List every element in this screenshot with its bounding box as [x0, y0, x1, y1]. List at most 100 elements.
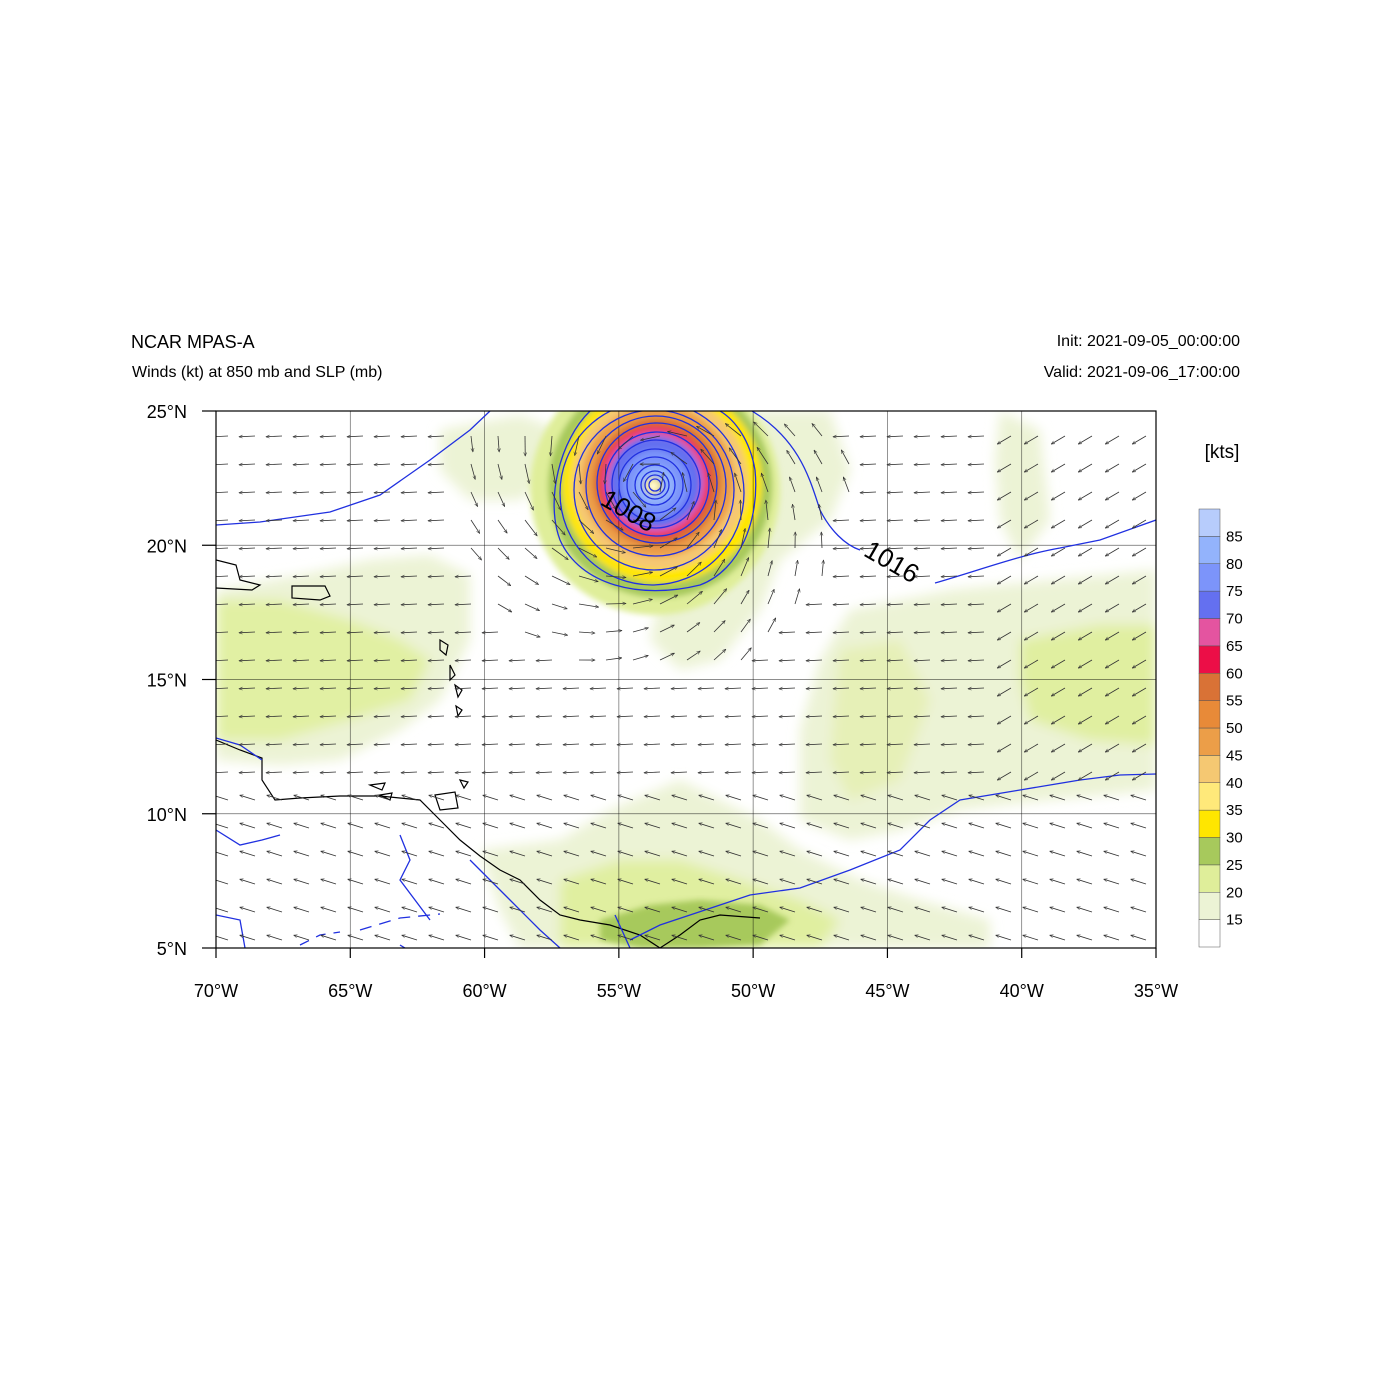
wind-vector	[686, 623, 700, 633]
wind-vector	[510, 823, 526, 829]
wind-vector	[429, 907, 445, 913]
wind-vector	[455, 660, 472, 661]
wind-vector	[887, 436, 904, 437]
wind-vector	[997, 463, 1012, 473]
wind-vector	[754, 422, 769, 437]
wind-vector	[483, 795, 499, 801]
wind-vector	[537, 795, 553, 801]
wind-vector	[266, 632, 283, 633]
wind-vector	[761, 473, 769, 493]
wind-vector	[1050, 795, 1066, 801]
wind-vector	[1078, 715, 1093, 725]
colorbar-swatch	[1198, 590, 1221, 619]
lat-tick-label: 20°N	[147, 536, 187, 556]
wind-vector	[216, 603, 229, 606]
wind-vector	[348, 879, 364, 885]
colorbar-swatch	[1198, 645, 1221, 674]
wind-vector	[1132, 519, 1147, 529]
wind-vector	[590, 772, 607, 773]
wind-vector	[402, 879, 418, 885]
wind-vector	[1132, 463, 1147, 473]
wind-vector	[860, 576, 877, 577]
wind-vector	[483, 823, 499, 829]
wind-vector	[1078, 687, 1093, 697]
wind-vector	[699, 879, 715, 885]
wind-vector	[887, 520, 904, 521]
wind-vector	[1078, 463, 1093, 473]
wind-vector	[498, 435, 499, 452]
wind-vector	[968, 436, 985, 437]
wind-vector	[834, 795, 850, 801]
plot-left-title: NCAR MPAS-A	[131, 332, 255, 352]
wind-vector	[590, 744, 607, 745]
wind-vector	[239, 604, 256, 605]
wind-vector	[806, 744, 823, 745]
wind-vector	[644, 716, 661, 717]
wind-vector	[375, 795, 391, 801]
wind-vector	[374, 604, 391, 605]
wind-vector	[887, 604, 904, 605]
wind-vector	[347, 492, 364, 493]
wind-vector	[1023, 879, 1039, 885]
wind-vector	[401, 520, 418, 521]
wind-vector	[1051, 715, 1066, 725]
wind-vector	[617, 772, 634, 773]
lon-tick-label: 35°W	[1134, 981, 1178, 1001]
wind-vector	[564, 907, 580, 913]
wind-vector	[1024, 575, 1039, 585]
wind-vector	[997, 659, 1012, 669]
wind-vector	[293, 492, 310, 493]
wind-vector	[726, 851, 742, 857]
wind-vector	[536, 744, 553, 745]
colorbar-swatch	[1198, 892, 1221, 920]
wind-vector	[780, 879, 796, 885]
wind-vector	[941, 548, 958, 549]
wind-vector	[941, 716, 958, 717]
wind-vector	[401, 576, 418, 577]
wind-vector	[645, 907, 661, 913]
wind-vector	[605, 519, 623, 531]
wind-vector	[887, 548, 904, 549]
wind-vector	[968, 772, 985, 773]
wind-vector	[294, 795, 310, 801]
wind-vector	[699, 823, 715, 829]
wind-vector	[266, 520, 283, 521]
wind-vector	[861, 935, 877, 941]
wind-vector	[1024, 743, 1039, 753]
wind-vector	[780, 935, 796, 941]
wind-vector	[524, 519, 537, 536]
wind-vector	[668, 431, 688, 437]
wind-vector	[497, 463, 502, 480]
wind-vector	[428, 660, 445, 661]
wind-vector	[266, 604, 283, 605]
wind-vector	[735, 473, 742, 493]
wind-vector	[293, 436, 310, 437]
wind-vector	[812, 424, 823, 437]
wind-vector	[578, 603, 599, 607]
wind-vector	[632, 519, 653, 522]
wind-vector	[482, 744, 499, 745]
wind-vector	[605, 576, 626, 577]
wind-vector	[887, 632, 904, 633]
wind-vector	[1077, 851, 1093, 857]
colorbar-swatch	[1198, 700, 1221, 729]
wind-vector	[590, 716, 607, 717]
wind-vector	[320, 604, 337, 605]
wind-vector	[740, 528, 745, 549]
wind-vector	[401, 632, 418, 633]
wind-vector	[239, 744, 256, 745]
wind-vector	[713, 621, 725, 633]
wind-vector	[807, 879, 823, 885]
wind-vector	[401, 716, 418, 717]
wind-vector	[347, 632, 364, 633]
colorbar-swatch	[1198, 837, 1221, 866]
wind-vector	[860, 548, 877, 549]
wind-vector	[617, 688, 634, 689]
wind-vector	[497, 603, 512, 613]
wind-vector	[942, 795, 958, 801]
wind-vector	[321, 795, 337, 801]
wind-vector	[725, 716, 742, 717]
colorbar-level-label: 65	[1226, 638, 1243, 655]
wind-vector	[659, 594, 678, 605]
wind-vector	[1051, 547, 1066, 557]
